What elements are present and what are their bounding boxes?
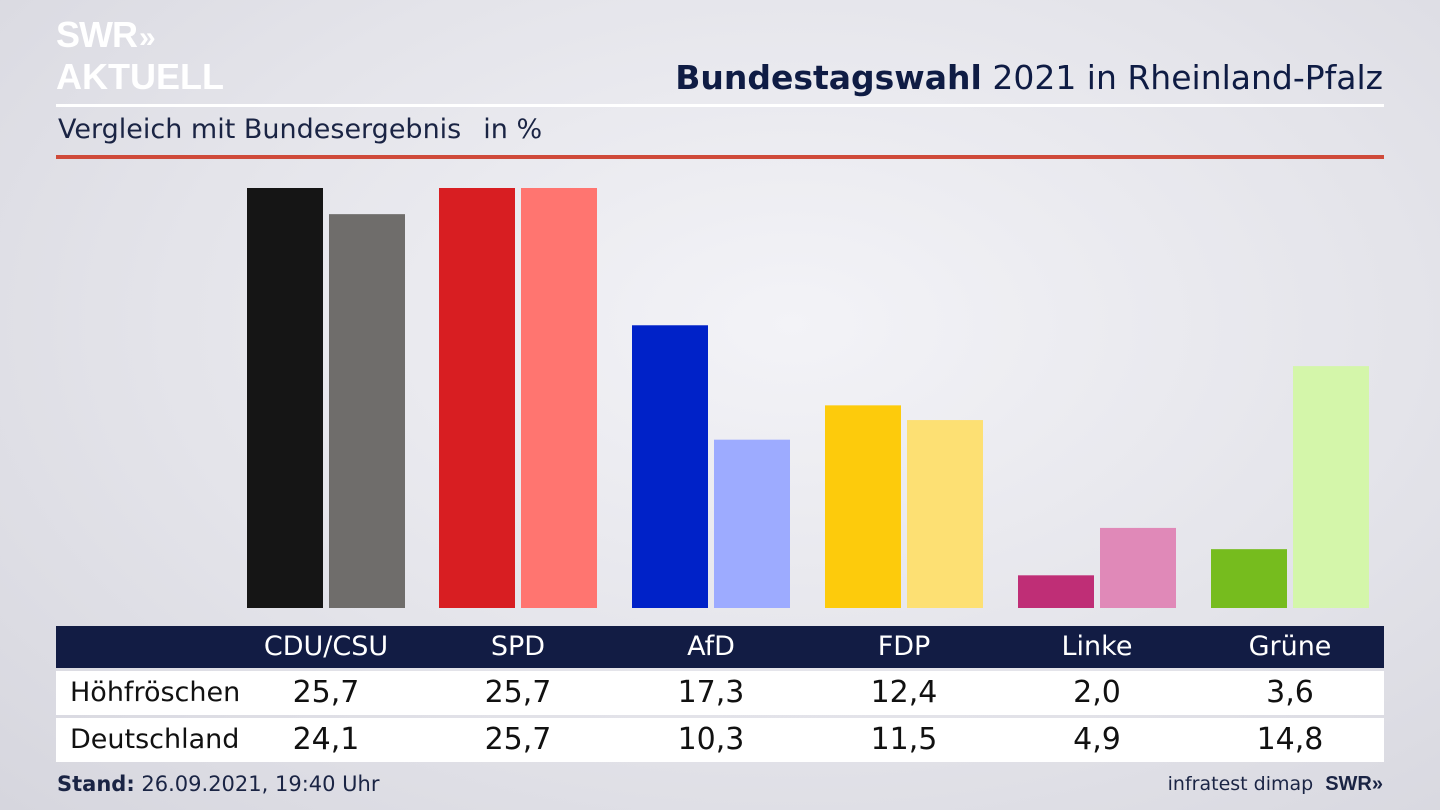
bar-afd-deutschland xyxy=(714,439,790,608)
table-row: Deutschland 24,1 25,7 10,3 11,5 4,9 14,8 xyxy=(56,718,1384,762)
header-divider xyxy=(56,104,1384,107)
source-label: infratest dimap xyxy=(1167,773,1314,795)
bar-gr-ne-deutschland xyxy=(1293,366,1369,608)
title-rest: 2021 in Rheinland-Pfalz xyxy=(981,58,1383,97)
row-label: Deutschland xyxy=(70,724,240,755)
bar-gr-ne-hoehfroeschen xyxy=(1211,549,1287,608)
swr-brand-logo: SWR» xyxy=(1325,773,1383,795)
bar-linke-hoehfroeschen xyxy=(1018,575,1094,608)
subtitle-unit: in % xyxy=(483,114,543,145)
table-header-cell: SPD xyxy=(490,631,546,662)
timestamp: Stand: 26.09.2021, 19:40 Uhr xyxy=(57,772,380,796)
swr-aktuell-logo: SWR» AKTUELL xyxy=(56,17,224,97)
chart-subtitle: Vergleich mit Bundesergebnis in % xyxy=(58,114,542,145)
results-table: CDU/CSU SPD AfD FDP Linke Grüne Höhfröschen 25… xyxy=(56,626,1384,762)
table-cell: 17,3 xyxy=(677,675,745,710)
table-cell: 25,7 xyxy=(484,675,552,710)
bar-spd-deutschland xyxy=(521,188,597,608)
source-credit: infratest dimap SWR» xyxy=(1168,773,1383,796)
table-header-cell: AfD xyxy=(687,631,735,662)
bar-linke-deutschland xyxy=(1100,527,1176,608)
table-cell: 10,3 xyxy=(677,722,745,757)
bar-fdp-deutschland xyxy=(907,420,983,608)
bar-afd-hoehfroeschen xyxy=(632,325,708,608)
logo-line2: AKTUELL xyxy=(56,56,224,97)
page-title: Bundestagswahl 2021 in Rheinland-Pfalz xyxy=(675,58,1383,97)
table-cell: 3,6 xyxy=(1266,675,1314,710)
subtitle-text: Vergleich mit Bundesergebnis xyxy=(58,114,462,145)
table-header-cell: Grüne xyxy=(1248,631,1332,662)
logo-line1: SWR xyxy=(56,14,138,55)
table-header-row: CDU/CSU SPD AfD FDP Linke Grüne xyxy=(56,626,1384,668)
bar-fdp-hoehfroeschen xyxy=(825,405,901,608)
table-cell: 25,7 xyxy=(484,722,552,757)
table-cell: 11,5 xyxy=(870,722,938,757)
row-label: Höhfröschen xyxy=(70,677,241,708)
table-row: Höhfröschen 25,7 25,7 17,3 12,4 2,0 3,6 xyxy=(56,671,1384,715)
stand-label: Stand: xyxy=(57,772,135,796)
bar-cdu-csu-deutschland xyxy=(329,214,405,608)
accent-divider xyxy=(56,155,1384,159)
table-cell: 25,7 xyxy=(292,675,360,710)
bar-spd-hoehfroeschen xyxy=(439,188,515,608)
bar-chart xyxy=(247,188,1369,608)
table-cell: 12,4 xyxy=(870,675,938,710)
table-cell: 2,0 xyxy=(1073,675,1121,710)
stand-value: 26.09.2021, 19:40 Uhr xyxy=(134,772,380,796)
table-header-cell: FDP xyxy=(877,631,931,662)
title-bold: Bundestagswahl xyxy=(675,58,982,97)
table-header-cell: CDU/CSU xyxy=(263,631,389,662)
table-header-cell: Linke xyxy=(1061,631,1133,662)
table-cell: 4,9 xyxy=(1073,722,1121,757)
table-cell: 24,1 xyxy=(292,722,360,757)
table-cell: 14,8 xyxy=(1256,722,1324,757)
bar-cdu-csu-hoehfroeschen xyxy=(247,188,323,608)
table-body: Höhfröschen 25,7 25,7 17,3 12,4 2,0 3,6 Deutsch… xyxy=(56,671,1384,762)
